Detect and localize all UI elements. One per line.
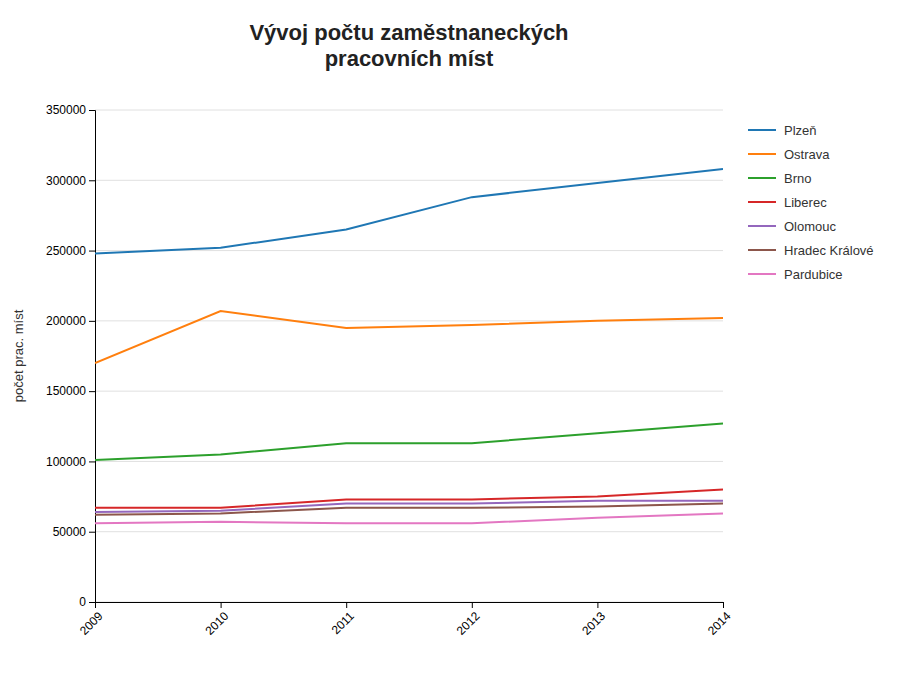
series-line: [95, 423, 723, 460]
grid-line: [95, 391, 723, 392]
x-tick-label: 2013: [579, 609, 608, 638]
legend-label: Olomouc: [784, 219, 837, 234]
y-axis: 0 50000 100000 150000 200000 250000 300000 3500…: [46, 103, 96, 609]
y-tick-mark: [89, 461, 95, 462]
legend-swatch: [748, 177, 776, 179]
x-tick: 2011: [329, 602, 357, 637]
y-tick-label: 200000: [46, 314, 86, 328]
x-tick-mark: [346, 602, 347, 608]
x-tick-label: 2012: [454, 609, 483, 638]
legend-label: Ostrava: [784, 147, 830, 162]
y-tick: 300000: [46, 174, 95, 188]
x-tick-label: 2011: [329, 609, 357, 637]
legend-swatch: [748, 225, 776, 227]
chart: 2009 2010 2011 2012 2013 2014 0 50000 100000 1500…: [0, 0, 923, 677]
legend-label: Plzeň: [784, 123, 817, 138]
legend-swatch: [748, 201, 776, 203]
x-tick: 2010: [203, 602, 232, 638]
legend-swatch: [748, 153, 776, 155]
y-tick-mark: [89, 602, 95, 603]
x-axis-line: [96, 603, 724, 609]
y-tick-mark: [89, 532, 95, 533]
lines: [95, 169, 723, 523]
legend: Plzeň Ostrava Brno Liberec Olomouc Hradec Krá…: [748, 123, 874, 282]
y-axis-title: počet prac. míst: [11, 309, 26, 402]
grid: [95, 110, 723, 602]
y-tick: 0: [79, 595, 95, 609]
x-tick-label: 2009: [77, 609, 106, 638]
legend-swatch: [748, 129, 776, 131]
y-tick: 200000: [46, 314, 95, 328]
y-tick: 100000: [46, 455, 95, 469]
y-tick: 150000: [46, 384, 95, 398]
y-tick: 50000: [53, 525, 95, 539]
legend-item: Hradec Králové: [748, 243, 874, 258]
x-tick: 2014: [705, 602, 734, 638]
y-tick-mark: [89, 321, 95, 322]
series-line: [95, 504, 723, 515]
y-tick-label: 0: [79, 595, 86, 609]
legend-label: Brno: [784, 171, 811, 186]
y-tick-label: 50000: [53, 525, 87, 539]
x-axis: 2009 2010 2011 2012 2013 2014: [77, 602, 734, 638]
y-tick-mark: [89, 251, 95, 252]
x-tick-mark: [723, 602, 724, 608]
x-tick: 2012: [454, 602, 483, 638]
y-tick: 350000: [46, 103, 95, 117]
grid-line: [95, 461, 723, 462]
series-line: [95, 311, 723, 363]
legend-item: Liberec: [748, 195, 827, 210]
y-tick-label: 250000: [46, 244, 86, 258]
y-tick: 250000: [46, 244, 95, 258]
legend-item: Ostrava: [748, 147, 830, 162]
legend-swatch: [748, 249, 776, 251]
x-tick-mark: [472, 602, 473, 608]
grid-line: [95, 110, 723, 111]
y-tick-label: 300000: [46, 174, 86, 188]
legend-label: Liberec: [784, 195, 827, 210]
legend-item: Olomouc: [748, 219, 837, 234]
x-tick: 2013: [579, 602, 608, 638]
y-tick-label: 100000: [46, 455, 86, 469]
legend-label: Pardubice: [784, 267, 843, 282]
legend-item: Pardubice: [748, 267, 843, 282]
x-tick-label: 2010: [203, 609, 232, 638]
x-tick-mark: [221, 602, 222, 608]
y-tick-label: 150000: [46, 384, 86, 398]
y-tick-mark: [89, 110, 95, 111]
grid-line: [95, 531, 723, 532]
legend-item: Plzeň: [748, 123, 817, 138]
y-tick-mark: [89, 180, 95, 181]
grid-line: [95, 250, 723, 251]
plot: 2009 2010 2011 2012 2013 2014 0 50000 100000 1500…: [11, 103, 734, 638]
legend-item: Brno: [748, 171, 811, 186]
x-tick-mark: [597, 602, 598, 608]
x-tick-label: 2014: [705, 609, 734, 638]
legend-swatch: [748, 273, 776, 275]
y-tick-mark: [89, 391, 95, 392]
series-line: [95, 513, 723, 523]
y-tick-label: 350000: [46, 103, 86, 117]
series-line: [95, 169, 723, 253]
legend-label: Hradec Králové: [784, 243, 874, 258]
title: Vývoj počtu zaměstnaneckýchpracovních mí…: [249, 20, 568, 71]
y-axis-line: [89, 111, 96, 603]
